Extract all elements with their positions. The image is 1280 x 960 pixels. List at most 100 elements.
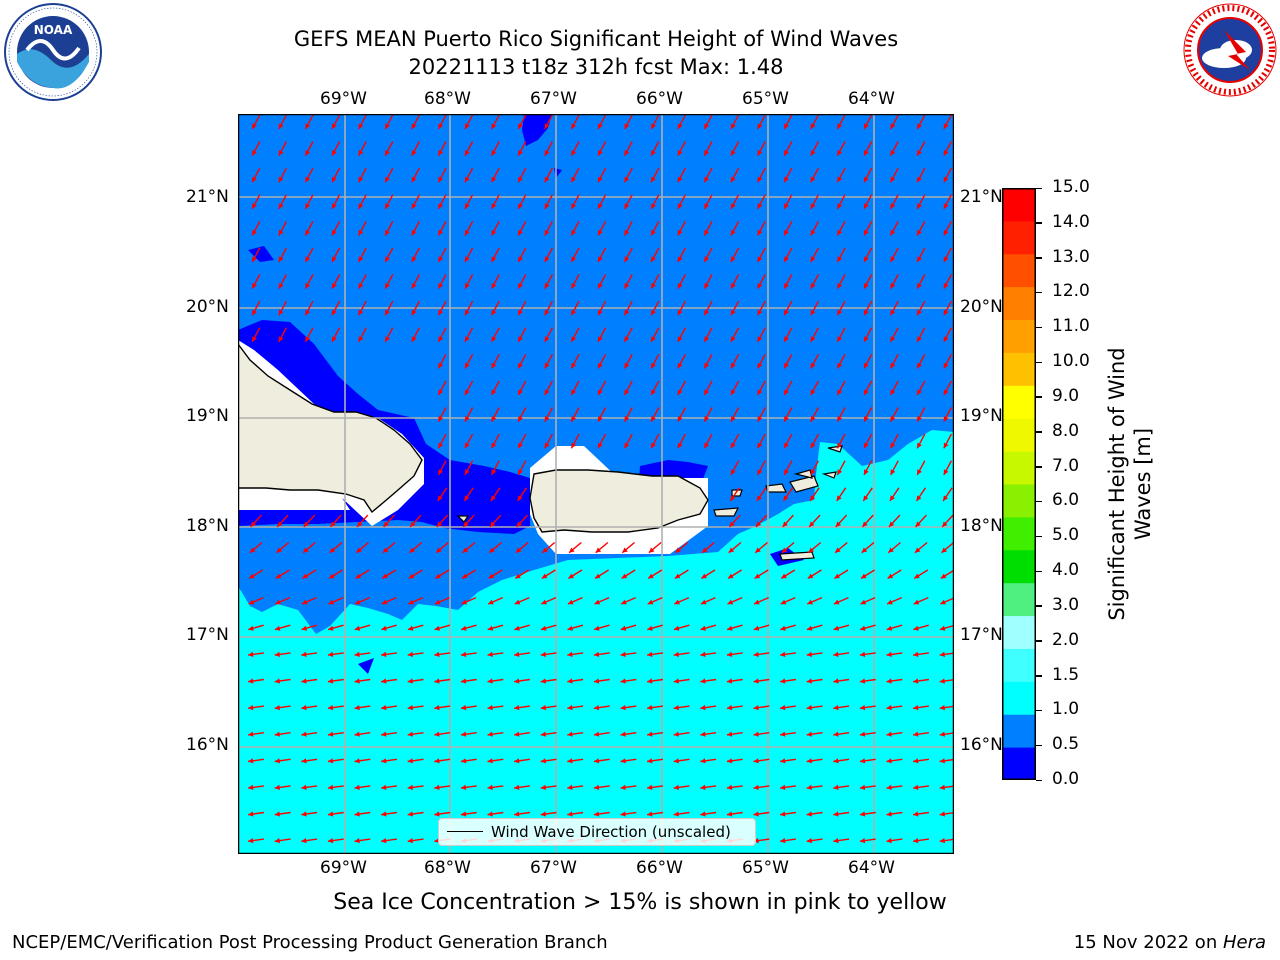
wind-wave-arrowhead — [438, 336, 444, 342]
land-island — [456, 515, 470, 523]
colorbar-cell — [1002, 681, 1036, 715]
wind-wave-arrowhead — [252, 336, 257, 342]
wind-wave-arrowhead — [677, 123, 683, 130]
colorbar-tick-mark — [1036, 744, 1042, 747]
wind-wave-arrowhead — [917, 336, 922, 342]
wind-wave-arrowhead — [651, 150, 656, 156]
wind-wave-arrowhead — [943, 389, 949, 396]
wind-wave-arrowhead — [434, 758, 440, 764]
wind-wave-arrowhead — [677, 150, 683, 156]
wind-wave-arrowhead — [248, 651, 254, 657]
wind-wave-arrowhead — [327, 705, 334, 711]
wind-wave-arrowhead — [673, 784, 679, 790]
wind-wave-arrowhead — [274, 625, 281, 631]
wind-wave-arrowhead — [462, 573, 468, 579]
wind-wave-arrowhead — [598, 150, 603, 156]
wind-wave-arrowhead — [544, 150, 550, 156]
wind-wave-arrowhead — [465, 469, 470, 475]
wind-wave-arrowhead — [593, 651, 600, 657]
wind-wave-arrowhead — [835, 521, 842, 527]
wind-wave-arrowhead — [810, 176, 816, 183]
wind-wave-arrowhead — [730, 495, 736, 501]
wind-wave-arrowhead — [354, 678, 360, 684]
wind-wave-arrowhead — [889, 495, 895, 501]
wind-wave-arrowhead — [731, 362, 736, 369]
wind-wave-arrowhead — [382, 547, 389, 553]
colorbar-tick-label: 8.0 — [1052, 420, 1080, 441]
wind-wave-arrowhead — [354, 758, 360, 764]
wind-wave-arrowhead — [784, 309, 789, 316]
wind-wave-arrowhead — [518, 229, 523, 236]
wind-wave-arrowhead — [462, 547, 469, 553]
wind-wave-arrowhead — [784, 176, 789, 183]
lat-tick-label: 17°N — [960, 625, 1003, 645]
wind-wave-arrowhead — [598, 309, 603, 316]
wind-wave-arrowhead — [939, 784, 945, 790]
wind-wave-arrowhead — [385, 229, 390, 236]
wind-wave-arrowhead — [594, 625, 600, 631]
wind-wave-arrowhead — [917, 203, 922, 209]
wave-band-0.0-0.5 — [522, 114, 552, 146]
colorbar-tick-label: 12.0 — [1052, 281, 1090, 302]
wind-wave-arrowhead — [886, 758, 892, 764]
wind-wave-arrowhead — [862, 521, 868, 527]
wind-wave-arrowhead — [915, 521, 921, 527]
wind-wave-arrowhead — [411, 229, 417, 236]
land-puerto-rico — [529, 469, 709, 533]
wind-wave-arrowhead — [700, 705, 706, 711]
colorbar-tick-label: 4.0 — [1052, 560, 1080, 581]
land-island — [765, 483, 787, 493]
wind-wave-arrowhead — [327, 731, 334, 737]
colorbar-tick-mark — [1036, 187, 1042, 189]
wind-wave-arrowhead — [328, 625, 334, 631]
wind-wave-arrowhead — [704, 203, 710, 209]
wind-wave-arrowhead — [917, 283, 922, 289]
wind-wave-arrowhead — [598, 283, 603, 289]
wind-wave-arrowhead — [491, 283, 497, 289]
wind-wave-arrowhead — [355, 573, 362, 579]
wind-wave-arrowhead — [593, 811, 600, 817]
wind-wave-arrowhead — [544, 203, 550, 209]
wind-wave-arrowhead — [731, 203, 736, 209]
colorbar-cell — [1002, 484, 1036, 518]
wind-wave-arrowhead — [864, 123, 869, 130]
wind-wave-arrowhead — [781, 547, 788, 553]
lon-tick-label: 69°W — [320, 858, 367, 878]
wind-wave-arrowhead — [460, 651, 467, 657]
wind-wave-arrowhead — [358, 176, 364, 183]
lat-tick-label: 21°N — [186, 187, 229, 207]
wind-wave-arrowhead — [913, 838, 919, 844]
wind-wave-arrowhead — [833, 678, 839, 684]
wind-wave-arrowhead — [651, 416, 656, 422]
colorbar-cell — [1002, 253, 1036, 288]
wind-wave-arrowhead — [833, 784, 839, 790]
wind-wave-arrowhead — [620, 651, 626, 657]
wind-wave-arrowhead — [731, 283, 736, 289]
wind-wave-arrowhead — [381, 705, 387, 711]
wind-wave-arrowhead — [385, 176, 390, 183]
wind-wave-arrowhead — [833, 731, 839, 737]
wind-wave-arrowhead — [886, 731, 892, 737]
wind-wave-arrowhead — [860, 599, 867, 605]
wind-wave-arrowhead — [651, 442, 656, 449]
lon-tick-label: 69°W — [320, 89, 367, 109]
wind-wave-arrowhead — [248, 705, 254, 711]
wind-wave-arrowhead — [833, 758, 839, 764]
wind-wave-arrowhead — [544, 309, 550, 316]
wind-wave-arrowhead — [810, 309, 816, 316]
wind-wave-arrowhead — [780, 625, 786, 631]
wind-wave-arrowhead — [278, 309, 284, 316]
wind-wave-arrowhead — [385, 256, 390, 263]
wind-wave-arrowhead — [434, 705, 440, 711]
wind-wave-arrowhead — [354, 838, 360, 844]
colorbar-tick-mark — [1036, 326, 1042, 329]
wind-wave-arrowhead — [385, 283, 390, 289]
wind-wave-arrowhead — [305, 229, 311, 236]
wind-wave-arrowhead — [651, 362, 656, 369]
wind-wave-arrowhead — [939, 705, 945, 711]
wind-wave-arrowhead — [381, 731, 387, 737]
wind-wave-arrowhead — [860, 625, 866, 631]
wind-wave-arrowhead — [593, 758, 600, 764]
wind-wave-arrowhead — [381, 784, 387, 790]
wind-wave-arrowhead — [434, 599, 441, 605]
